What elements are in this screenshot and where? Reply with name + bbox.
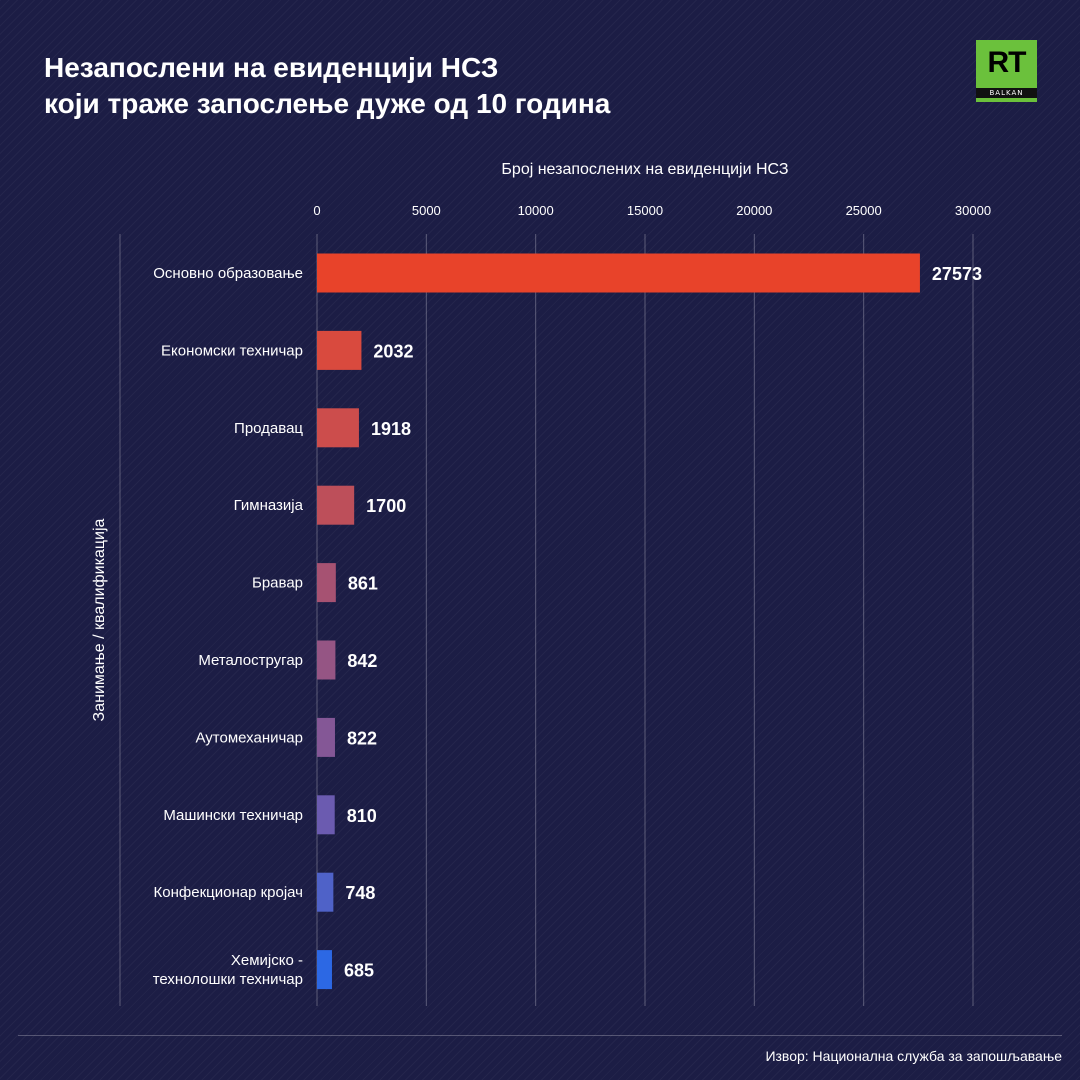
category-label-4: Бравар — [252, 575, 303, 592]
footer-divider — [18, 1035, 1062, 1036]
value-label-8: 748 — [345, 883, 375, 903]
bar-6 — [317, 717, 335, 757]
x-tick-label-5000: 5000 — [412, 203, 441, 218]
value-label-1: 2032 — [373, 341, 413, 361]
y-axis-title: Занимање / квалификација — [91, 518, 108, 721]
x-tick-label-10000: 10000 — [518, 203, 554, 218]
x-axis-title: Број незапослених на евиденцији НСЗ — [501, 161, 788, 178]
value-label-5: 842 — [347, 651, 377, 671]
bar-9 — [317, 950, 332, 990]
x-tick-label-25000: 25000 — [846, 203, 882, 218]
bar-8 — [317, 872, 334, 912]
category-label-1: Економски техничар — [161, 342, 303, 359]
category-label-5: Металостругар — [198, 652, 303, 669]
bar-2 — [317, 408, 359, 448]
source-note: Извор: Национална служба за запошљавање — [765, 1048, 1062, 1064]
category-label-6: Аутомеханичар — [195, 729, 303, 746]
bar-3 — [317, 485, 355, 525]
x-tick-label-0: 0 — [313, 203, 320, 218]
value-label-3: 1700 — [366, 496, 406, 516]
value-label-4: 861 — [348, 574, 378, 594]
bar-chart: Број незапослених на евиденцији НСЗ 0 5000… — [91, 161, 991, 1006]
bar-7 — [317, 795, 335, 835]
logo-sub: BALKAN — [976, 88, 1037, 98]
category-label-2: Продавац — [234, 420, 303, 437]
logo-brand: RT — [987, 46, 1027, 79]
value-label-2: 1918 — [371, 419, 411, 439]
bar-1 — [317, 330, 362, 370]
category-label-0: Основно образовање — [153, 265, 303, 282]
category-label-9: Хемијско -технолошки техничар — [153, 952, 303, 988]
value-label-9: 685 — [344, 961, 374, 981]
bar-0 — [317, 253, 920, 293]
chart-title: Незапослени на евиденцији НСЗ који траже… — [44, 50, 904, 122]
category-label-8: Конфекционар кројач — [154, 884, 303, 901]
rt-balkan-logo: RT BALKAN — [976, 40, 1037, 102]
title-line-1: Незапослени на евиденцији НСЗ — [44, 52, 499, 83]
value-label-0: 27573 — [932, 264, 982, 284]
category-label-7: Машински техничар — [163, 807, 303, 824]
value-label-6: 822 — [347, 728, 377, 748]
x-tick-label-20000: 20000 — [736, 203, 772, 218]
x-tick-label-30000: 30000 — [955, 203, 991, 218]
bar-4 — [317, 563, 336, 603]
title-line-2: који траже запослење дуже од 10 година — [44, 88, 611, 119]
category-label-3: Гимназија — [234, 497, 304, 514]
x-tick-label-15000: 15000 — [627, 203, 663, 218]
value-label-7: 810 — [347, 806, 377, 826]
bar-5 — [317, 640, 336, 680]
